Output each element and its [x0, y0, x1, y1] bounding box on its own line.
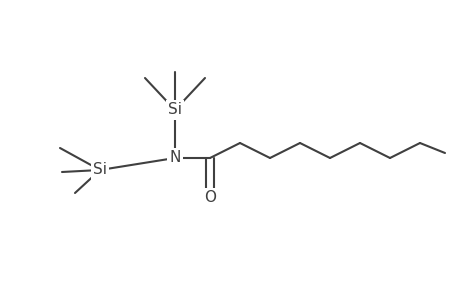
Text: O: O: [203, 190, 216, 206]
Text: N: N: [169, 151, 180, 166]
Text: Si: Si: [93, 163, 107, 178]
Text: Si: Si: [168, 103, 182, 118]
